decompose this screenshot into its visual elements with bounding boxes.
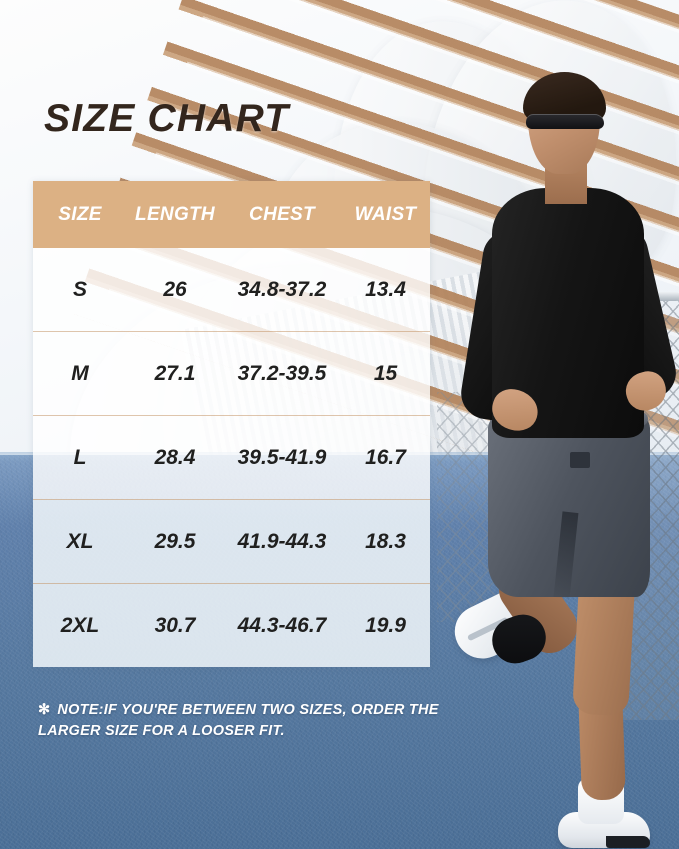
asterisk-icon: ✻ [38,702,51,718]
size-chart-table: SIZE LENGTH CHEST WAIST S 26 34.8-37.2 1… [33,181,430,667]
cell-length: 27.1 [127,331,223,416]
column-header-length: LENGTH [127,181,223,248]
table-row: 2XL 30.7 44.3-46.7 19.9 [33,583,430,667]
table-row: L 28.4 39.5-41.9 16.7 [33,415,430,500]
cell-size: L [33,415,127,500]
size-note: ✻ NOTE:IF YOU'RE BETWEEN TWO SIZES, ORDER… [38,700,458,742]
cell-length: 30.7 [127,583,223,667]
table-body: S 26 34.8-37.2 13.4 M 27.1 37.2-39.5 15 … [33,248,430,667]
cell-chest: 37.2-39.5 [223,331,341,416]
cell-waist: 16.7 [341,415,430,500]
table-header-row: SIZE LENGTH CHEST WAIST [33,181,430,248]
page-title: SIZE CHART [44,97,290,140]
model-photo [430,60,679,849]
table-header: SIZE LENGTH CHEST WAIST [33,181,430,248]
cell-size: 2XL [33,583,127,667]
sunglasses [526,114,604,129]
table-row: XL 29.5 41.9-44.3 18.3 [33,499,430,584]
column-header-waist: WAIST [341,181,430,248]
cell-waist: 15 [341,331,430,416]
cell-length: 29.5 [127,499,223,584]
cell-size: XL [33,499,127,584]
cell-size: M [33,331,127,416]
right-shoe-sole [606,836,650,848]
cell-chest: 39.5-41.9 [223,415,341,500]
table-row: M 27.1 37.2-39.5 15 [33,331,430,416]
cell-length: 28.4 [127,415,223,500]
cell-size: S [33,248,127,332]
cell-waist: 18.3 [341,499,430,584]
cell-chest: 44.3-46.7 [223,583,341,667]
size-note-text: NOTE:IF YOU'RE BETWEEN TWO SIZES, ORDER … [38,702,439,740]
cell-waist: 13.4 [341,248,430,332]
column-header-chest: CHEST [223,181,341,248]
cell-length: 26 [127,248,223,332]
table-row: S 26 34.8-37.2 13.4 [33,248,430,332]
shorts-tag [570,452,590,468]
cell-chest: 34.8-37.2 [223,248,341,332]
cell-chest: 41.9-44.3 [223,499,341,584]
cell-waist: 19.9 [341,583,430,667]
column-header-size: SIZE [33,181,127,248]
